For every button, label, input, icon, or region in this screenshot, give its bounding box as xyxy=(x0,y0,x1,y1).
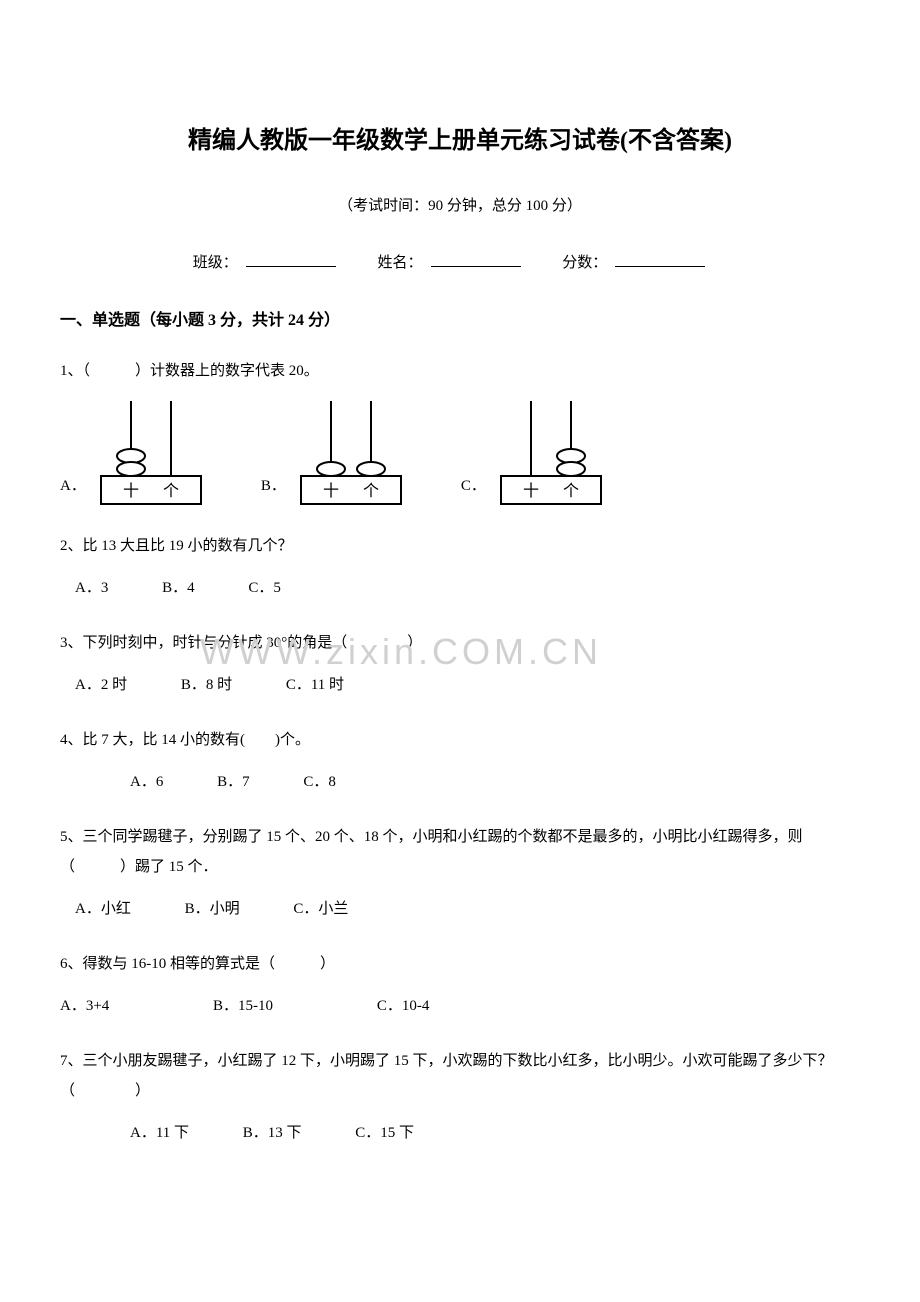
counter-b-icon: 十 个 xyxy=(291,401,421,506)
q2-text: 2、比 13 大且比 19 小的数有几个？ xyxy=(60,531,860,561)
class-blank xyxy=(246,266,336,267)
question-6: 6、得数与 16-10 相等的算式是（ ） A．3+4 B．15-10 C．10… xyxy=(60,949,860,1021)
exam-subtitle: （考试时间：90 分钟，总分 100 分） xyxy=(60,193,860,220)
info-row: 班级： 姓名： 分数： xyxy=(60,250,860,277)
svg-text:十: 十 xyxy=(323,482,339,500)
q2-options: A．3 B．4 C．5 xyxy=(75,573,860,603)
q2-optA: A．3 xyxy=(75,573,108,603)
q7-optA: A．11 下 xyxy=(130,1118,189,1148)
q5-optB: B．小明 xyxy=(185,894,240,924)
question-1: 1、（ ）计数器上的数字代表 20。 A． 十 个 B． 十 xyxy=(60,356,860,506)
q1-option-b: B． 十 个 xyxy=(261,401,421,506)
svg-text:十: 十 xyxy=(123,482,139,500)
q6-text: 6、得数与 16-10 相等的算式是（ ） xyxy=(60,949,860,979)
class-label: 班级： xyxy=(193,255,238,271)
q6-optC: C．10-4 xyxy=(377,991,430,1021)
name-blank xyxy=(431,266,521,267)
q1-option-c: C． 十 个 xyxy=(461,401,621,506)
q1-optC-label: C． xyxy=(461,471,486,501)
score-label: 分数： xyxy=(562,255,607,271)
q5-optA: A．小红 xyxy=(75,894,131,924)
q2-optC: C．5 xyxy=(248,573,281,603)
question-3: 3、下列时刻中，时针与分针成 30°的角是（ ） A．2 时 B．8 时 C．1… xyxy=(60,628,860,700)
q7-text: 7、三个小朋友踢毽子，小红踢了 12 下，小明踢了 15 下，小欢踢的下数比小红… xyxy=(60,1046,860,1106)
q1-optB-label: B． xyxy=(261,471,286,501)
q7-optB: B．13 下 xyxy=(243,1118,302,1148)
q7-optC: C．15 下 xyxy=(355,1118,414,1148)
q4-optA: A．6 xyxy=(130,767,163,797)
q5-text: 5、三个同学踢毽子，分别踢了 15 个、20 个、18 个，小明和小红踢的个数都… xyxy=(60,822,860,882)
question-2: 2、比 13 大且比 19 小的数有几个？ A．3 B．4 C．5 xyxy=(60,531,860,603)
svg-text:个: 个 xyxy=(363,482,379,500)
q6-optA: A．3+4 xyxy=(60,991,109,1021)
q3-optB: B．8 时 xyxy=(181,670,232,700)
q4-optC: C．8 xyxy=(303,767,336,797)
counter-c-icon: 十 个 xyxy=(491,401,621,506)
q4-text: 4、比 7 大，比 14 小的数有( )个。 xyxy=(60,725,860,755)
svg-text:十: 十 xyxy=(523,482,539,500)
svg-text:个: 个 xyxy=(163,482,179,500)
counter-a-icon: 十 个 xyxy=(91,401,221,506)
q6-options: A．3+4 B．15-10 C．10-4 xyxy=(60,991,860,1021)
q5-optC: C．小兰 xyxy=(293,894,348,924)
q7-options: A．11 下 B．13 下 C．15 下 xyxy=(130,1118,860,1148)
question-4: 4、比 7 大，比 14 小的数有( )个。 A．6 B．7 C．8 xyxy=(60,725,860,797)
svg-text:个: 个 xyxy=(563,482,579,500)
page-title: 精编人教版一年级数学上册单元练习试卷(不含答案) xyxy=(60,120,860,163)
q1-optA-label: A． xyxy=(60,471,86,501)
q4-options: A．6 B．7 C．8 xyxy=(130,767,860,797)
q3-options: A．2 时 B．8 时 C．11 时 xyxy=(75,670,860,700)
q6-optB: B．15-10 xyxy=(213,991,273,1021)
q2-optB: B．4 xyxy=(162,573,195,603)
score-blank xyxy=(615,266,705,267)
question-5: 5、三个同学踢毽子，分别踢了 15 个、20 个、18 个，小明和小红踢的个数都… xyxy=(60,822,860,924)
q3-text: 3、下列时刻中，时针与分针成 30°的角是（ ） xyxy=(60,628,860,658)
q3-optC: C．11 时 xyxy=(286,670,344,700)
q3-optA: A．2 时 xyxy=(75,670,127,700)
q1-options-row: A． 十 个 B． 十 个 C． xyxy=(60,401,860,506)
q4-optB: B．7 xyxy=(217,767,250,797)
q1-option-a: A． 十 个 xyxy=(60,401,221,506)
section-1-header: 一、单选题（每小题 3 分，共计 24 分） xyxy=(60,307,860,336)
q1-text: 1、（ ）计数器上的数字代表 20。 xyxy=(60,356,860,386)
name-label: 姓名： xyxy=(377,255,422,271)
question-7: 7、三个小朋友踢毽子，小红踢了 12 下，小明踢了 15 下，小欢踢的下数比小红… xyxy=(60,1046,860,1148)
q5-options: A．小红 B．小明 C．小兰 xyxy=(75,894,860,924)
